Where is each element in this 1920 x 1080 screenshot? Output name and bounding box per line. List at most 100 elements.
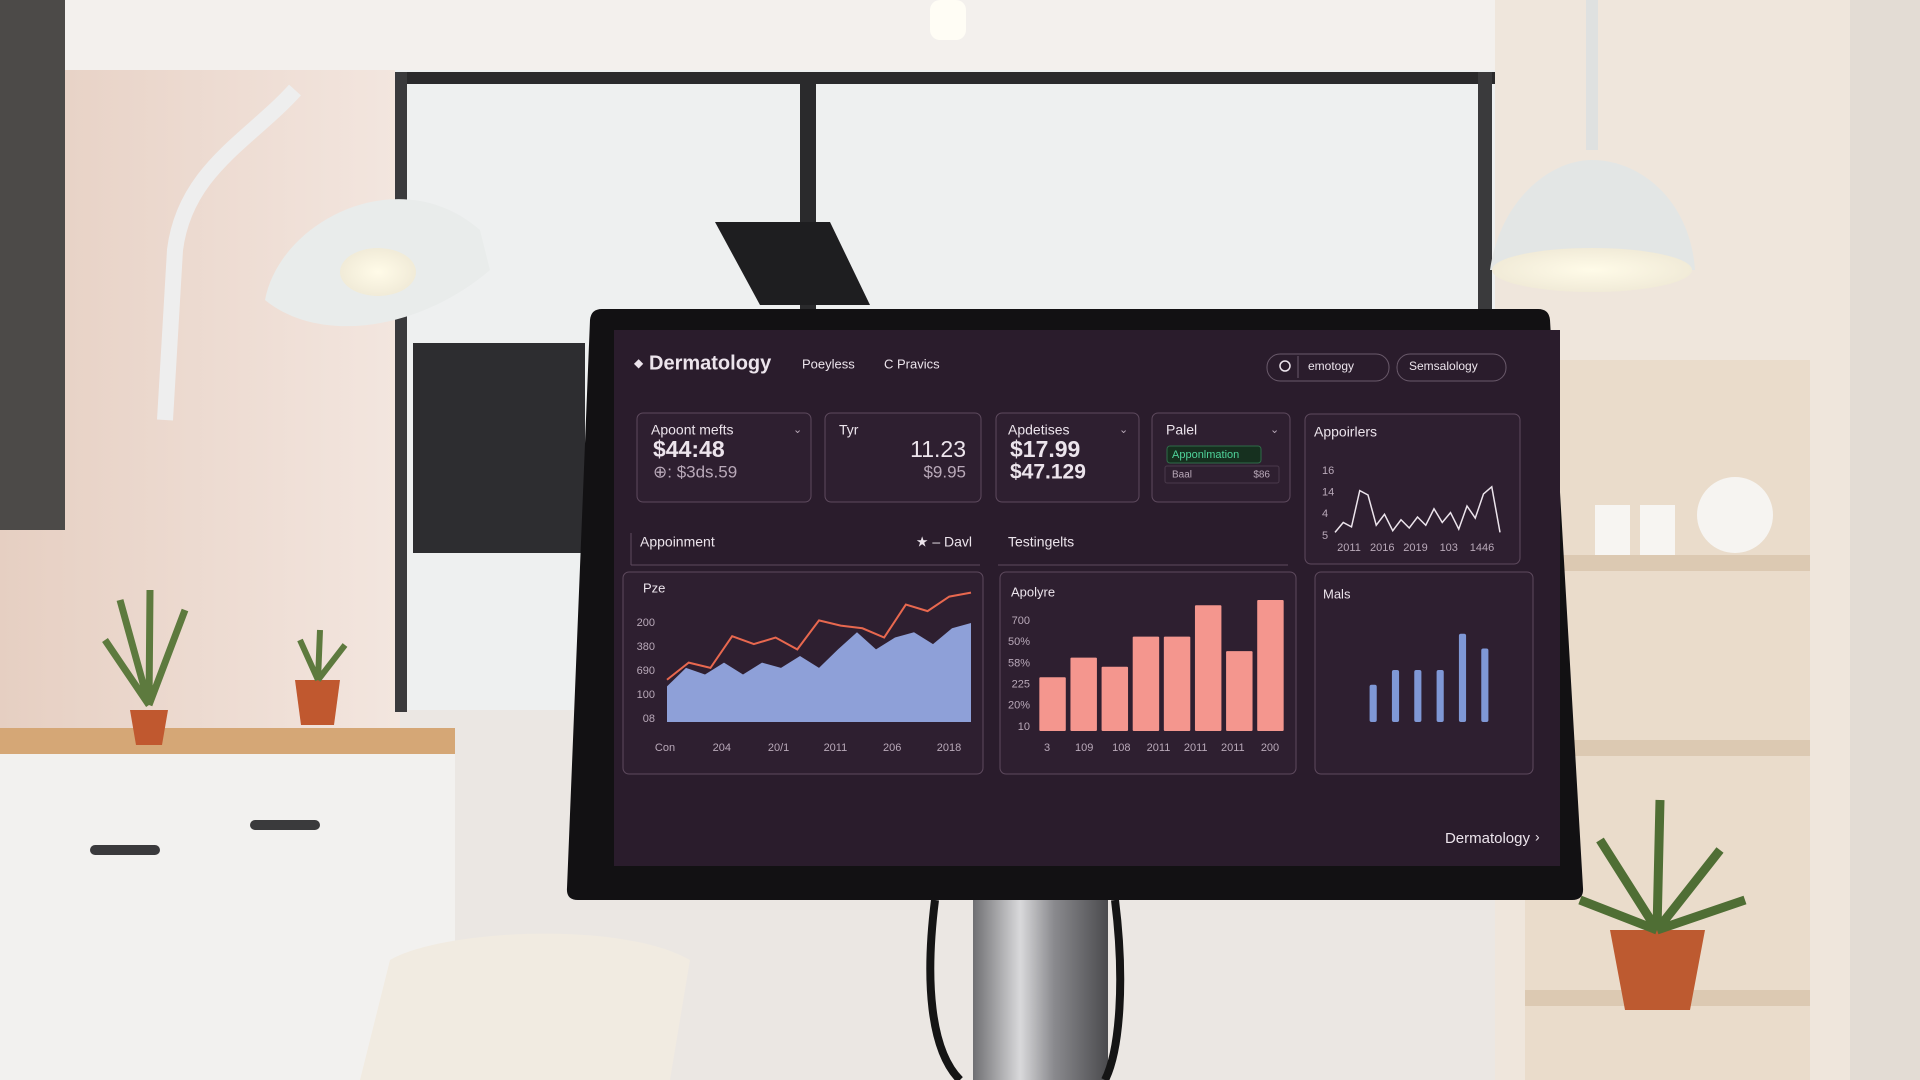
axis-label: 20/1 [768,742,789,754]
card-sub: $9.95 [923,462,966,481]
bar [1391,670,1400,722]
area [667,623,971,722]
card [824,412,982,503]
plant [1578,799,1747,935]
axis-label: 200 [637,617,655,629]
lamp-light [1492,248,1692,292]
axis-label: 16 [1322,465,1334,477]
chip[interactable] [1166,445,1262,464]
axis-label: 14 [1322,487,1334,499]
line [666,591,972,681]
lamp-cord [1586,0,1598,150]
counter-top [0,728,455,754]
card-label: Tyr [839,422,859,438]
chevron[interactable]: ⌄ [1270,424,1279,436]
axis-label: 3 [1044,742,1050,754]
search-icon [1279,360,1291,372]
chevron[interactable]: ⌄ [793,424,802,436]
lamp-shade [1490,160,1695,270]
axis-label: 200 [1261,742,1279,754]
axis-label: 1446 [1470,542,1494,554]
bar [1481,648,1489,722]
nav-item[interactable]: Poeyless [802,356,855,371]
shelf [1525,555,1810,571]
row-value: $86 [1253,470,1270,481]
bar [1436,670,1444,722]
ceiling-monitor [715,222,870,305]
axis-label: 2011 [1337,542,1361,554]
axis-label: 109 [1075,742,1093,754]
card-value: $44:48 [653,436,725,462]
axis-label: 204 [713,742,731,754]
axis-label: 103 [1440,542,1458,554]
bar [1101,666,1129,731]
chart-title: Pze [643,580,665,595]
lamp-light [340,248,416,296]
axis-label: 50% [1008,636,1030,648]
axis-label: 2011 [824,742,848,754]
section-action[interactable]: ★ – Davl [916,534,972,550]
chip-text[interactable]: Apponlmation [1172,449,1239,461]
wall-art [0,0,65,530]
axis-label: 58% [1008,657,1030,669]
chart-panel [1314,571,1534,775]
bar [1132,636,1160,731]
profile-text[interactable]: Semsalology [1409,359,1478,373]
axis-label: 2019 [1403,542,1427,554]
handle [250,820,320,830]
chart-title: Apolyre [1011,584,1055,599]
sparkline [1334,485,1501,533]
plant [297,629,348,682]
plant-pot [130,710,168,745]
axis-label: 690 [637,665,655,677]
chart-title: Mals [1323,586,1351,601]
bar [1163,636,1191,731]
chevron[interactable]: ⌄ [1119,424,1128,436]
card [636,412,812,503]
bar [1414,670,1422,722]
app-title: Dermatology [649,352,772,374]
bar [1257,600,1284,731]
nav-item[interactable]: C Pravics [884,356,940,371]
pot [1595,505,1630,555]
card [995,412,1140,503]
axis-label: 2011 [1147,742,1171,754]
axis-label: 10 [1018,721,1030,733]
search-text[interactable]: emotogy [1308,359,1354,373]
shelf [1525,740,1810,756]
axis-label: 5 [1322,530,1328,542]
bar [1070,657,1097,731]
monitor-stand [973,890,1108,1080]
axis-label: 206 [883,742,901,754]
window-frame [395,72,407,712]
bar [1458,633,1467,722]
stool [360,933,690,1080]
handle [90,845,160,855]
card-label: Appoirlers [1314,424,1377,440]
pot [1640,505,1675,555]
section-title: Testingelts [1008,534,1074,550]
card-label: Apdetises [1008,422,1069,438]
search-box[interactable] [1266,353,1390,382]
axis-label: 08 [643,713,655,725]
card-value: $17.99 [1010,436,1080,462]
footer-chevron[interactable]: › [1535,829,1540,845]
card-label: Apoont mefts [651,422,734,438]
window-frame [395,72,1495,84]
axis-label: 380 [637,641,655,653]
footer-link[interactable]: Dermatology [1445,830,1531,847]
card-sub: ⊕: $3ds.59 [653,462,737,481]
row-label: Baal [1172,470,1192,481]
card-label: Palel [1166,422,1197,438]
cable [1101,899,1125,1080]
bar [1194,605,1222,731]
bar [1369,684,1377,722]
section-title: Appoinment [640,534,715,550]
card [1304,413,1521,565]
row-box [1164,465,1280,484]
profile-pill[interactable] [1396,353,1507,382]
axis-label: 100 [637,689,655,701]
ceiling-light [930,0,966,40]
door-frame [1850,0,1920,1080]
